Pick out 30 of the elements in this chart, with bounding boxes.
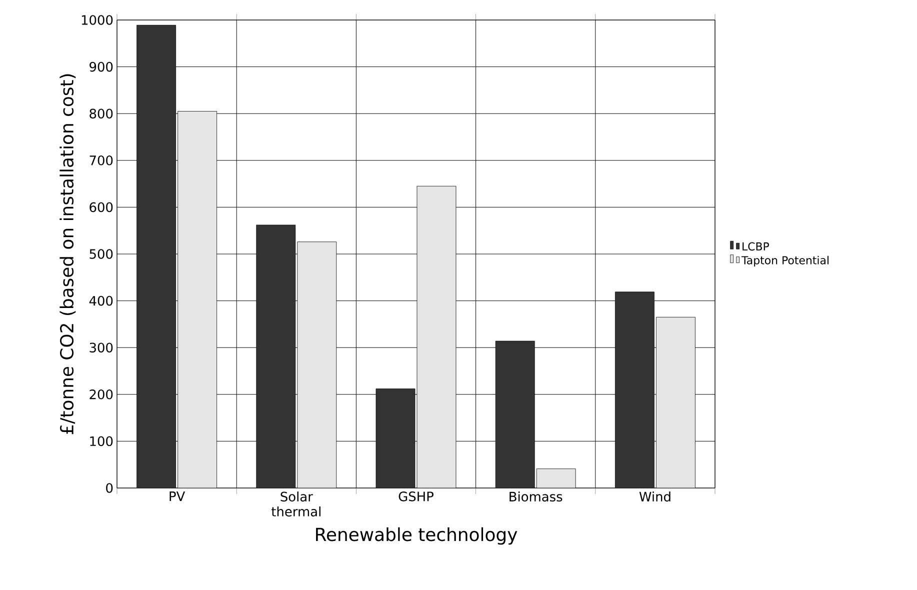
legend-label: Tapton Potential bbox=[741, 256, 828, 266]
bar bbox=[536, 468, 576, 488]
bar bbox=[495, 340, 535, 488]
bar bbox=[136, 24, 176, 488]
bar bbox=[256, 224, 296, 488]
x-tick-label: Biomass bbox=[510, 492, 562, 502]
y-tick-label: 700 bbox=[90, 156, 113, 166]
legend-label: LCBP bbox=[742, 242, 770, 251]
y-tick-label: 300 bbox=[90, 342, 113, 352]
y-tick-label: 800 bbox=[90, 108, 113, 118]
bar bbox=[297, 242, 337, 488]
y-tick-label: 900 bbox=[90, 62, 113, 72]
y-tick-label: 400 bbox=[89, 296, 113, 306]
bar bbox=[615, 292, 654, 488]
bar bbox=[656, 316, 696, 488]
bar bbox=[376, 388, 416, 488]
bar bbox=[178, 111, 217, 488]
y-tick-label: 100 bbox=[90, 436, 113, 446]
x-tick-label: Solar thermal bbox=[271, 492, 320, 516]
x-tick-label: GSHP bbox=[398, 492, 434, 502]
x-axis-title: Renewable technology bbox=[316, 527, 518, 545]
y-tick-label: 600 bbox=[90, 202, 113, 212]
x-tick-label: PV bbox=[170, 492, 186, 501]
y-tick-label: 0 bbox=[106, 483, 113, 493]
y-tick-label: 500 bbox=[90, 249, 113, 259]
x-tick-label: Wind bbox=[639, 492, 670, 502]
bar bbox=[416, 186, 456, 488]
y-tick-label: 200 bbox=[90, 390, 113, 400]
y-axis-title: £/tonne CO2 (based on installation cost) bbox=[60, 74, 76, 434]
y-tick-label: 1000 bbox=[82, 15, 113, 25]
